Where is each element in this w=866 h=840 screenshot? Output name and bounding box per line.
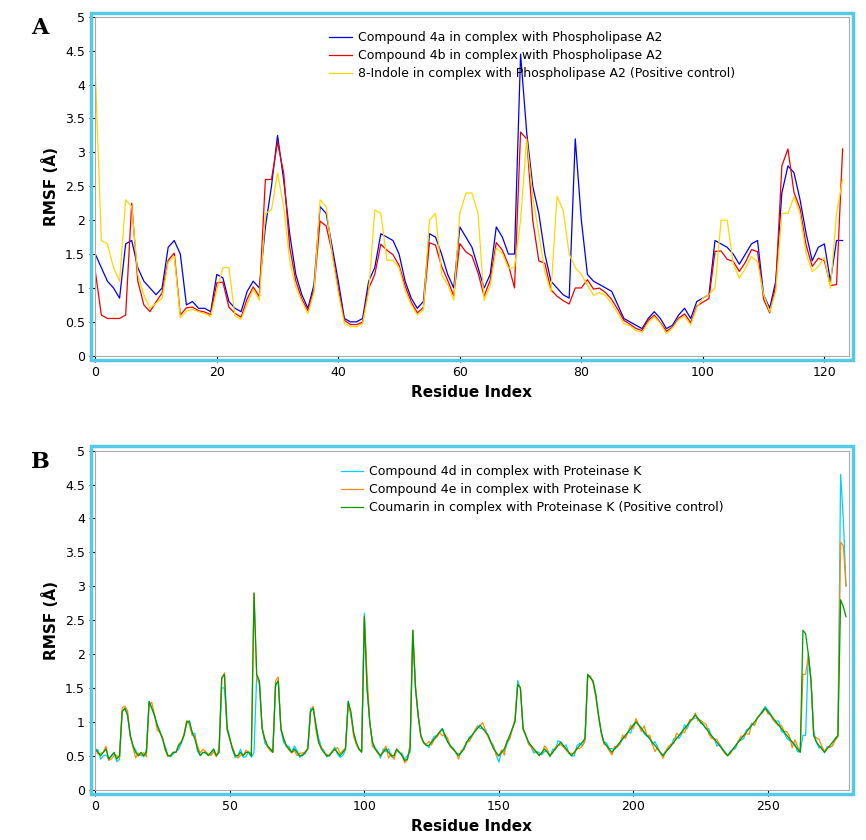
Coumarin in complex with Proteinase K (Positive control) bbox=[714, 741, 725, 751]
8-Indole in complex with Phospholipase A2 (Positive control) bbox=[229, 311, 240, 321]
Coumarin in complex with Proteinase K (Positive control) bbox=[399, 756, 410, 766]
8-Indole in complex with Phospholipase A2 (Positive control) bbox=[837, 175, 848, 185]
Legend: Compound 4d in complex with Proteinase K, Compound 4e in complex with Proteinase: Compound 4d in complex with Proteinase K… bbox=[335, 460, 729, 519]
Compound 4d in complex with Proteinase K bbox=[520, 731, 531, 741]
Coumarin in complex with Proteinase K (Positive control) bbox=[249, 588, 259, 598]
Compound 4e in complex with Proteinase K bbox=[90, 743, 100, 753]
8-Indole in complex with Phospholipase A2 (Positive control) bbox=[418, 305, 429, 315]
8-Indole in complex with Phospholipase A2 (Positive control) bbox=[521, 134, 532, 144]
Compound 4b in complex with Phospholipase A2 bbox=[662, 326, 672, 336]
Compound 4e in complex with Proteinase K bbox=[556, 739, 566, 749]
Compound 4d in complex with Proteinase K bbox=[494, 757, 504, 767]
Coumarin in complex with Proteinase K (Positive control) bbox=[841, 612, 851, 622]
Compound 4d in complex with Proteinase K bbox=[841, 581, 851, 591]
Compound 4b in complex with Phospholipase A2 bbox=[229, 308, 240, 318]
Legend: Compound 4a in complex with Phospholipase A2, Compound 4b in complex with Phosph: Compound 4a in complex with Phospholipas… bbox=[324, 26, 740, 85]
X-axis label: Residue Index: Residue Index bbox=[411, 818, 533, 833]
Coumarin in complex with Proteinase K (Positive control) bbox=[456, 748, 467, 758]
Compound 4b in complex with Phospholipase A2 bbox=[418, 302, 429, 312]
Coumarin in complex with Proteinase K (Positive control) bbox=[523, 738, 533, 748]
Line: Compound 4e in complex with Proteinase K: Compound 4e in complex with Proteinase K bbox=[95, 542, 846, 763]
Coumarin in complex with Proteinase K (Positive control) bbox=[206, 748, 216, 758]
Compound 4d in complex with Proteinase K bbox=[90, 744, 100, 754]
Compound 4a in complex with Phospholipase A2 bbox=[837, 235, 848, 245]
Compound 4b in complex with Phospholipase A2 bbox=[96, 310, 107, 320]
Compound 4d in complex with Proteinase K bbox=[836, 470, 846, 480]
Compound 4a in complex with Phospholipase A2 bbox=[90, 249, 100, 259]
Compound 4d in complex with Proteinase K bbox=[206, 749, 216, 759]
Compound 4e in complex with Proteinase K bbox=[453, 754, 463, 764]
Compound 4e in complex with Proteinase K bbox=[841, 581, 851, 591]
Compound 4a in complex with Phospholipase A2 bbox=[527, 181, 538, 192]
Compound 4d in complex with Proteinase K bbox=[717, 743, 727, 753]
8-Indole in complex with Phospholipase A2 (Positive control) bbox=[662, 328, 672, 339]
Compound 4d in complex with Proteinase K bbox=[712, 741, 722, 751]
Coumarin in complex with Proteinase K (Positive control) bbox=[559, 741, 569, 751]
Line: Coumarin in complex with Proteinase K (Positive control): Coumarin in complex with Proteinase K (P… bbox=[95, 593, 846, 761]
Coumarin in complex with Proteinase K (Positive control) bbox=[720, 748, 730, 758]
Compound 4b in complex with Phospholipase A2 bbox=[515, 127, 526, 137]
Line: Compound 4a in complex with Phospholipase A2: Compound 4a in complex with Phospholipas… bbox=[95, 54, 843, 328]
Line: 8-Indole in complex with Phospholipase A2 (Positive control): 8-Indole in complex with Phospholipase A… bbox=[95, 71, 843, 333]
Compound 4a in complex with Phospholipase A2 bbox=[418, 297, 429, 307]
Compound 4b in complex with Phospholipase A2 bbox=[139, 300, 149, 310]
Compound 4e in complex with Proteinase K bbox=[712, 734, 722, 744]
Compound 4b in complex with Phospholipase A2 bbox=[90, 266, 100, 276]
Coumarin in complex with Proteinase K (Positive control) bbox=[90, 744, 100, 754]
Compound 4b in complex with Phospholipase A2 bbox=[527, 215, 538, 225]
Text: A: A bbox=[31, 17, 48, 39]
Compound 4b in complex with Phospholipase A2 bbox=[837, 144, 848, 154]
8-Indole in complex with Phospholipase A2 (Positive control) bbox=[309, 287, 320, 297]
Compound 4e in complex with Proteinase K bbox=[836, 537, 846, 547]
Compound 4a in complex with Phospholipase A2 bbox=[139, 276, 149, 286]
Compound 4d in complex with Proteinase K bbox=[556, 737, 566, 747]
Compound 4a in complex with Phospholipase A2 bbox=[515, 49, 526, 59]
8-Indole in complex with Phospholipase A2 (Positive control) bbox=[90, 66, 100, 76]
8-Indole in complex with Phospholipase A2 (Positive control) bbox=[139, 290, 149, 300]
Compound 4e in complex with Proteinase K bbox=[399, 758, 410, 768]
Compound 4e in complex with Proteinase K bbox=[206, 750, 216, 760]
Text: B: B bbox=[31, 450, 50, 473]
Line: Compound 4d in complex with Proteinase K: Compound 4d in complex with Proteinase K bbox=[95, 475, 846, 762]
X-axis label: Residue Index: Residue Index bbox=[411, 385, 533, 400]
Compound 4e in complex with Proteinase K bbox=[717, 744, 727, 754]
Y-axis label: RMSF (Å): RMSF (Å) bbox=[42, 580, 59, 659]
Compound 4e in complex with Proteinase K bbox=[520, 730, 531, 740]
Line: Compound 4b in complex with Phospholipase A2: Compound 4b in complex with Phospholipas… bbox=[95, 132, 843, 331]
Compound 4a in complex with Phospholipase A2 bbox=[637, 323, 647, 333]
Compound 4a in complex with Phospholipase A2 bbox=[96, 263, 107, 273]
Compound 4b in complex with Phospholipase A2 bbox=[309, 284, 320, 294]
Compound 4a in complex with Phospholipase A2 bbox=[309, 280, 320, 290]
Y-axis label: RMSF (Å): RMSF (Å) bbox=[42, 147, 59, 226]
8-Indole in complex with Phospholipase A2 (Positive control) bbox=[96, 235, 107, 245]
Compound 4d in complex with Proteinase K bbox=[450, 748, 461, 758]
Compound 4a in complex with Phospholipase A2 bbox=[229, 303, 240, 313]
